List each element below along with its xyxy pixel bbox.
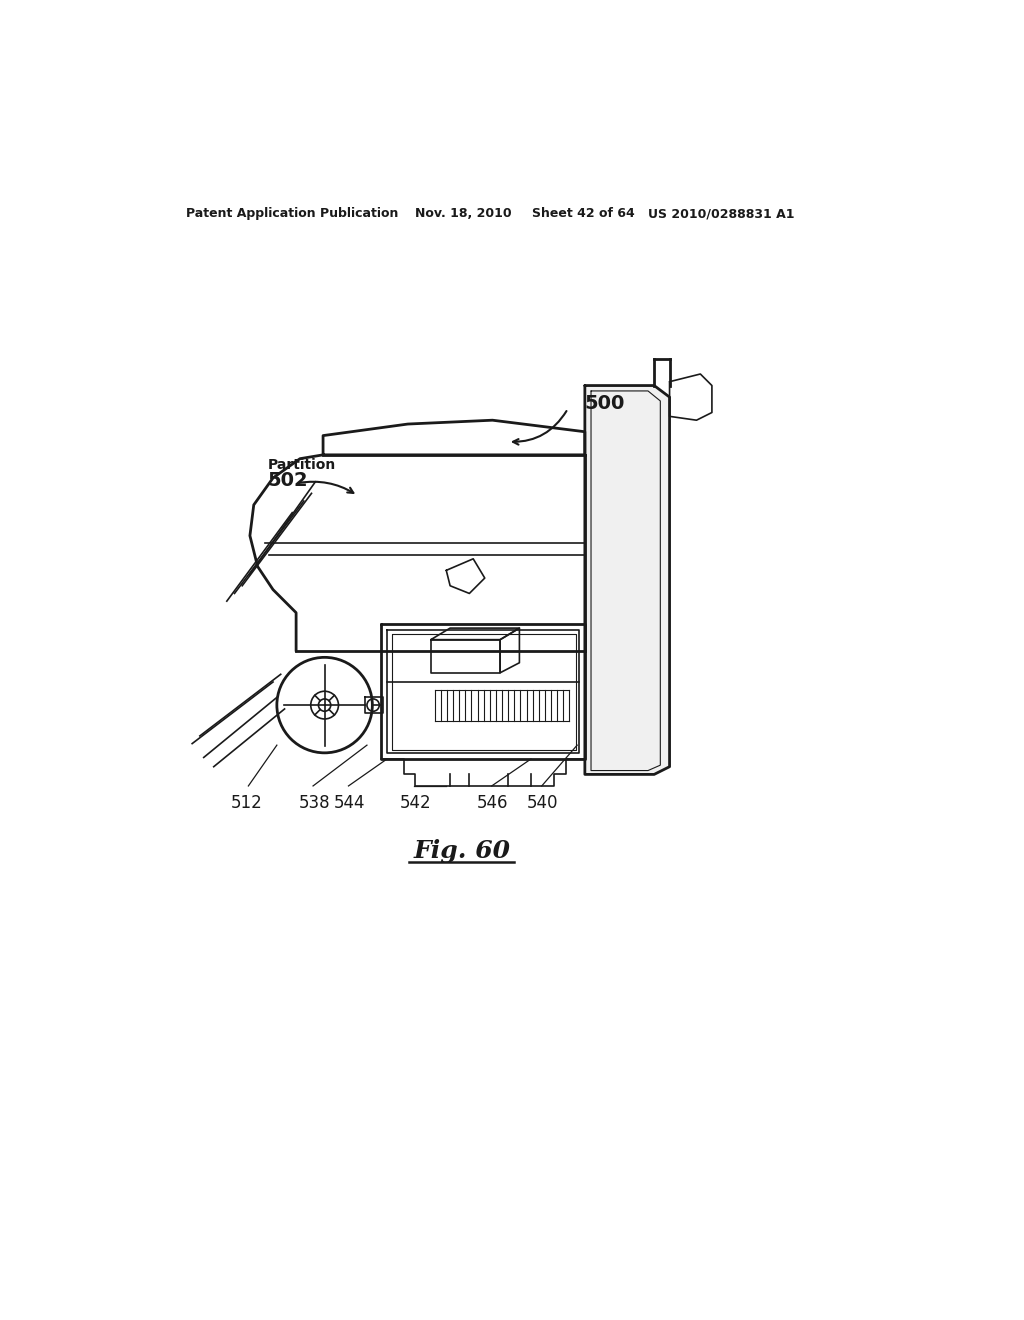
Text: 512: 512 [230, 793, 262, 812]
Text: 538: 538 [298, 793, 330, 812]
Text: 544: 544 [334, 793, 366, 812]
Text: US 2010/0288831 A1: US 2010/0288831 A1 [648, 207, 795, 220]
Text: Nov. 18, 2010: Nov. 18, 2010 [416, 207, 512, 220]
Text: 502: 502 [267, 471, 308, 490]
Polygon shape [585, 385, 670, 775]
Text: Partition: Partition [267, 458, 336, 471]
Text: Fig. 60: Fig. 60 [413, 840, 510, 863]
Text: Sheet 42 of 64: Sheet 42 of 64 [532, 207, 635, 220]
Text: 540: 540 [527, 793, 559, 812]
Text: Patent Application Publication: Patent Application Publication [186, 207, 398, 220]
Text: 500: 500 [585, 393, 626, 413]
Text: 546: 546 [477, 793, 509, 812]
Text: 542: 542 [399, 793, 431, 812]
